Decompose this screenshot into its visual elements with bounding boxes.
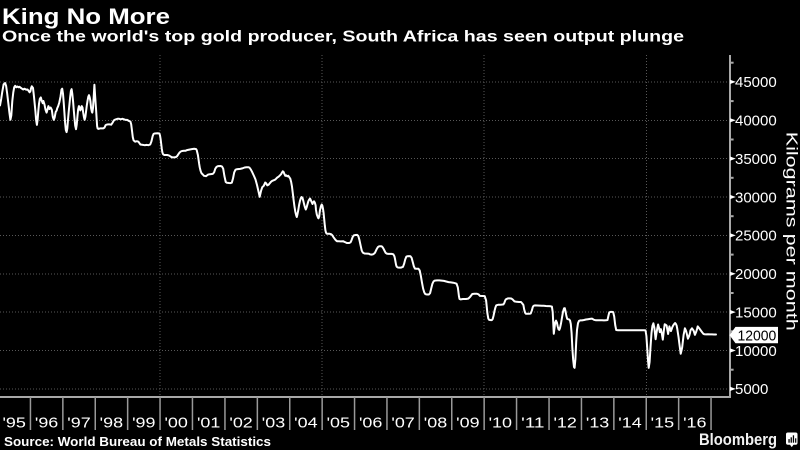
svg-text:'15: '15 — [651, 415, 674, 432]
svg-text:45000: 45000 — [735, 74, 777, 91]
svg-text:'09: '09 — [456, 415, 479, 432]
svg-text:'13: '13 — [586, 415, 609, 432]
svg-text:30000: 30000 — [735, 189, 777, 206]
svg-text:5000: 5000 — [735, 381, 768, 398]
svg-text:Once the world's top gold prod: Once the world's top gold producer, Sout… — [2, 29, 684, 46]
svg-text:15000: 15000 — [735, 304, 777, 321]
svg-text:'14: '14 — [618, 415, 641, 432]
svg-text:Bloomberg: Bloomberg — [699, 431, 777, 449]
svg-text:Kilograms per month: Kilograms per month — [783, 132, 800, 331]
svg-text:'12: '12 — [554, 415, 577, 432]
svg-text:'00: '00 — [165, 415, 188, 432]
svg-text:'03: '03 — [262, 415, 285, 432]
svg-text:Source: World Bureau of Metals: Source: World Bureau of Metals Statistic… — [4, 434, 271, 449]
svg-text:'11: '11 — [521, 415, 544, 432]
svg-text:20000: 20000 — [735, 266, 777, 283]
svg-text:'01: '01 — [197, 415, 220, 432]
svg-text:'95: '95 — [3, 415, 26, 432]
svg-text:40000: 40000 — [735, 113, 777, 130]
svg-text:'10: '10 — [489, 415, 512, 432]
svg-text:'04: '04 — [294, 415, 317, 432]
svg-text:'16: '16 — [683, 415, 706, 432]
svg-text:10000: 10000 — [735, 343, 777, 360]
svg-text:'08: '08 — [424, 415, 447, 432]
svg-text:King No More: King No More — [2, 4, 170, 29]
svg-text:'98: '98 — [100, 415, 123, 432]
svg-text:'06: '06 — [359, 415, 382, 432]
svg-text:'05: '05 — [327, 415, 350, 432]
svg-text:12000: 12000 — [738, 327, 777, 344]
svg-text:'99: '99 — [132, 415, 155, 432]
svg-text:'02: '02 — [229, 415, 252, 432]
svg-text:'96: '96 — [35, 415, 58, 432]
svg-text:25000: 25000 — [735, 228, 777, 245]
svg-text:'97: '97 — [67, 415, 90, 432]
svg-text:'07: '07 — [391, 415, 414, 432]
svg-text:35000: 35000 — [735, 151, 777, 168]
